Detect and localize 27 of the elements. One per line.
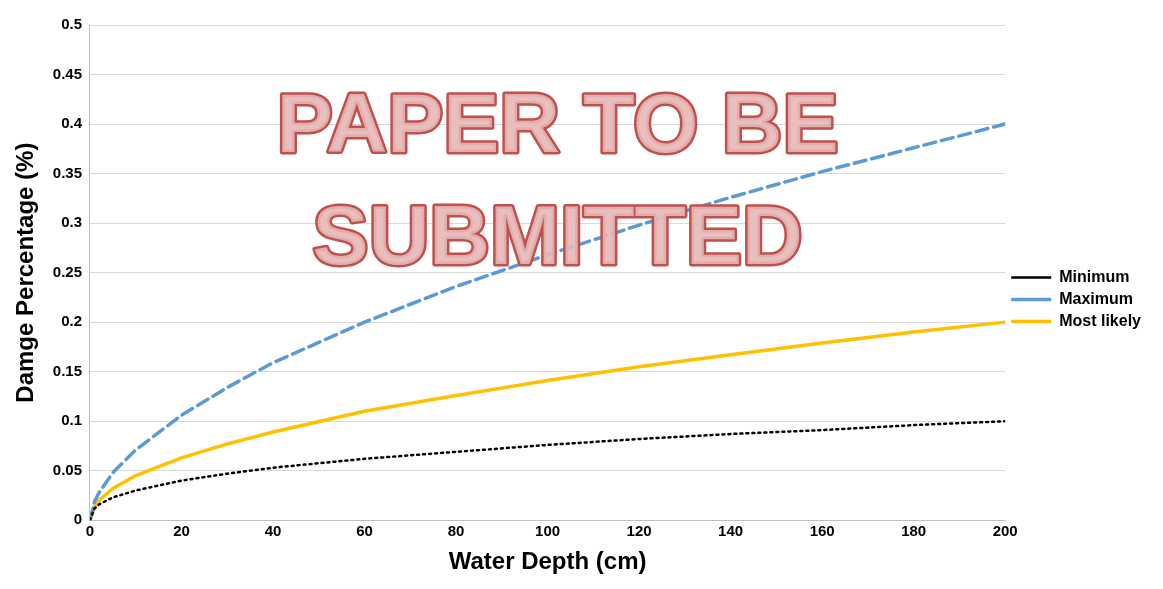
y-tick-label: 0.05 xyxy=(52,460,82,478)
x-tick-label: 0 xyxy=(85,522,95,540)
y-tick-label: 0.2 xyxy=(61,312,82,330)
y-tick-label: 0.45 xyxy=(52,64,82,82)
x-tick-label: 120 xyxy=(626,522,652,540)
y-tick-label: 0.3 xyxy=(61,213,82,231)
x-tick-label: 140 xyxy=(718,522,744,540)
legend-label: Maximum xyxy=(1059,289,1133,307)
x-tick-label: 160 xyxy=(809,522,835,540)
y-tick-label: 0.4 xyxy=(61,114,83,132)
x-tick-label: 100 xyxy=(535,522,561,540)
y-tick-label: 0.35 xyxy=(52,163,82,181)
y-tick-label: 0.25 xyxy=(52,262,82,280)
x-tick-label: 40 xyxy=(264,522,282,540)
y-tick-label: 0.5 xyxy=(61,15,82,33)
x-axis-title: Water Depth (cm) xyxy=(448,547,647,575)
x-tick-label: 80 xyxy=(447,522,465,540)
y-tick-label: 0.1 xyxy=(61,411,82,429)
x-tick-label: 60 xyxy=(356,522,373,540)
y-tick-label: 0.15 xyxy=(52,361,82,379)
x-tick-label: 180 xyxy=(901,522,927,540)
y-tick-label: 0 xyxy=(73,510,82,528)
legend-label: Minimum xyxy=(1059,267,1130,285)
y-axis-title: Damge Percentage (%) xyxy=(11,142,39,403)
x-tick-label: 200 xyxy=(992,522,1018,540)
x-tick-label: 20 xyxy=(173,522,190,540)
legend-label: Most likely xyxy=(1059,311,1142,329)
